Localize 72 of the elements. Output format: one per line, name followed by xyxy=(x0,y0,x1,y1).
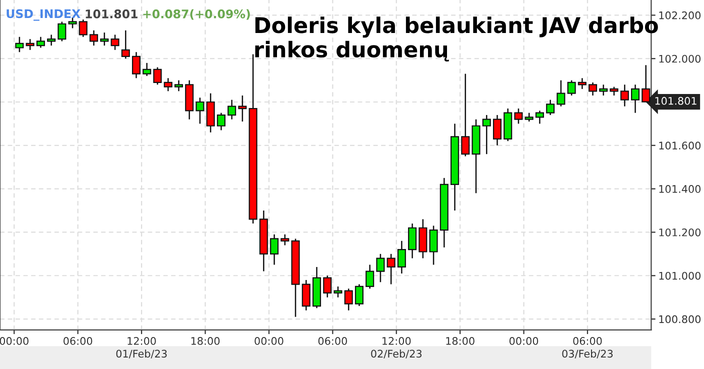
candlestick xyxy=(492,114,502,146)
candlestick xyxy=(567,80,576,96)
annotation: 101.801 xyxy=(86,9,138,18)
annotation: +0.087(+0.09%) xyxy=(143,9,250,20)
candlestick xyxy=(376,253,385,283)
x2-tick-label: 03/Feb/23 xyxy=(562,350,613,358)
candlestick xyxy=(642,64,650,103)
candlestick xyxy=(354,284,364,307)
candlestick xyxy=(26,38,34,51)
candlestick xyxy=(588,82,598,96)
y-tick-label: 102.000 xyxy=(659,54,701,63)
candlestick xyxy=(228,99,236,120)
x-tick-label: 12:00 xyxy=(128,337,156,345)
candlestick xyxy=(164,78,172,92)
x-tick-label: 00:00 xyxy=(254,337,284,345)
candlestick xyxy=(535,110,544,124)
y-tick-label: 101.000 xyxy=(659,272,701,280)
candlestick xyxy=(90,30,98,46)
candlestick xyxy=(461,73,470,157)
candlestick xyxy=(546,99,555,116)
y-tick-label: 102.200 xyxy=(659,11,701,20)
candlestick xyxy=(100,32,109,46)
candlestick xyxy=(206,92,215,134)
candlestick xyxy=(620,84,629,107)
candlestick xyxy=(121,30,130,60)
annotation: USD_INDEX xyxy=(6,9,80,21)
candlestick xyxy=(238,94,247,122)
candlestick xyxy=(366,264,374,290)
candlestick xyxy=(386,253,396,285)
candlestick xyxy=(482,114,491,155)
candlestick xyxy=(36,36,45,48)
candlestick xyxy=(631,84,640,114)
candlestick xyxy=(397,240,406,274)
candlestick xyxy=(323,275,332,298)
y-tick-label: 101.600 xyxy=(659,142,701,150)
y-tick-label: 101.200 xyxy=(659,228,701,236)
candlestick xyxy=(578,78,586,90)
y-tick-label: 101.400 xyxy=(659,185,701,193)
x2-tick-label: 02/Feb/23 xyxy=(371,350,422,358)
y-tick-label: 100.800 xyxy=(659,315,701,324)
x2-tick-label: 01/Feb/23 xyxy=(116,350,167,358)
candlestick xyxy=(142,62,152,77)
candlestick xyxy=(270,234,279,266)
candlestick xyxy=(408,222,417,259)
candlestick xyxy=(599,84,608,96)
x-tick-label: 00:00 xyxy=(0,337,28,345)
x-tick-label: 06:00 xyxy=(64,337,92,345)
x-tick-label: 00:00 xyxy=(509,337,538,345)
x-tick-label: 18:00 xyxy=(446,337,474,345)
x-tick-label: 12:00 xyxy=(382,337,411,345)
candlestick xyxy=(216,112,226,131)
candlestick xyxy=(78,18,88,38)
candlestick xyxy=(132,51,141,79)
candlestick xyxy=(196,97,204,124)
candlestick xyxy=(280,234,290,246)
candlestick xyxy=(15,36,24,53)
candlestick xyxy=(514,108,523,124)
candlestick xyxy=(110,34,120,51)
candlestick xyxy=(58,21,66,42)
x-tick-label: 18:00 xyxy=(191,337,220,345)
candlestick xyxy=(556,80,566,107)
candlestick xyxy=(334,286,342,298)
candlestick xyxy=(429,225,438,266)
candlestick xyxy=(418,218,428,259)
candlestick xyxy=(153,66,162,86)
candlestick xyxy=(302,279,310,311)
candlestick xyxy=(344,288,353,311)
x-tick-label: 06:00 xyxy=(573,337,602,345)
annotation: 101.801 xyxy=(655,96,696,105)
x-tick-label: 06:00 xyxy=(318,337,347,345)
candlestick xyxy=(47,34,56,46)
candlestick xyxy=(174,80,183,92)
